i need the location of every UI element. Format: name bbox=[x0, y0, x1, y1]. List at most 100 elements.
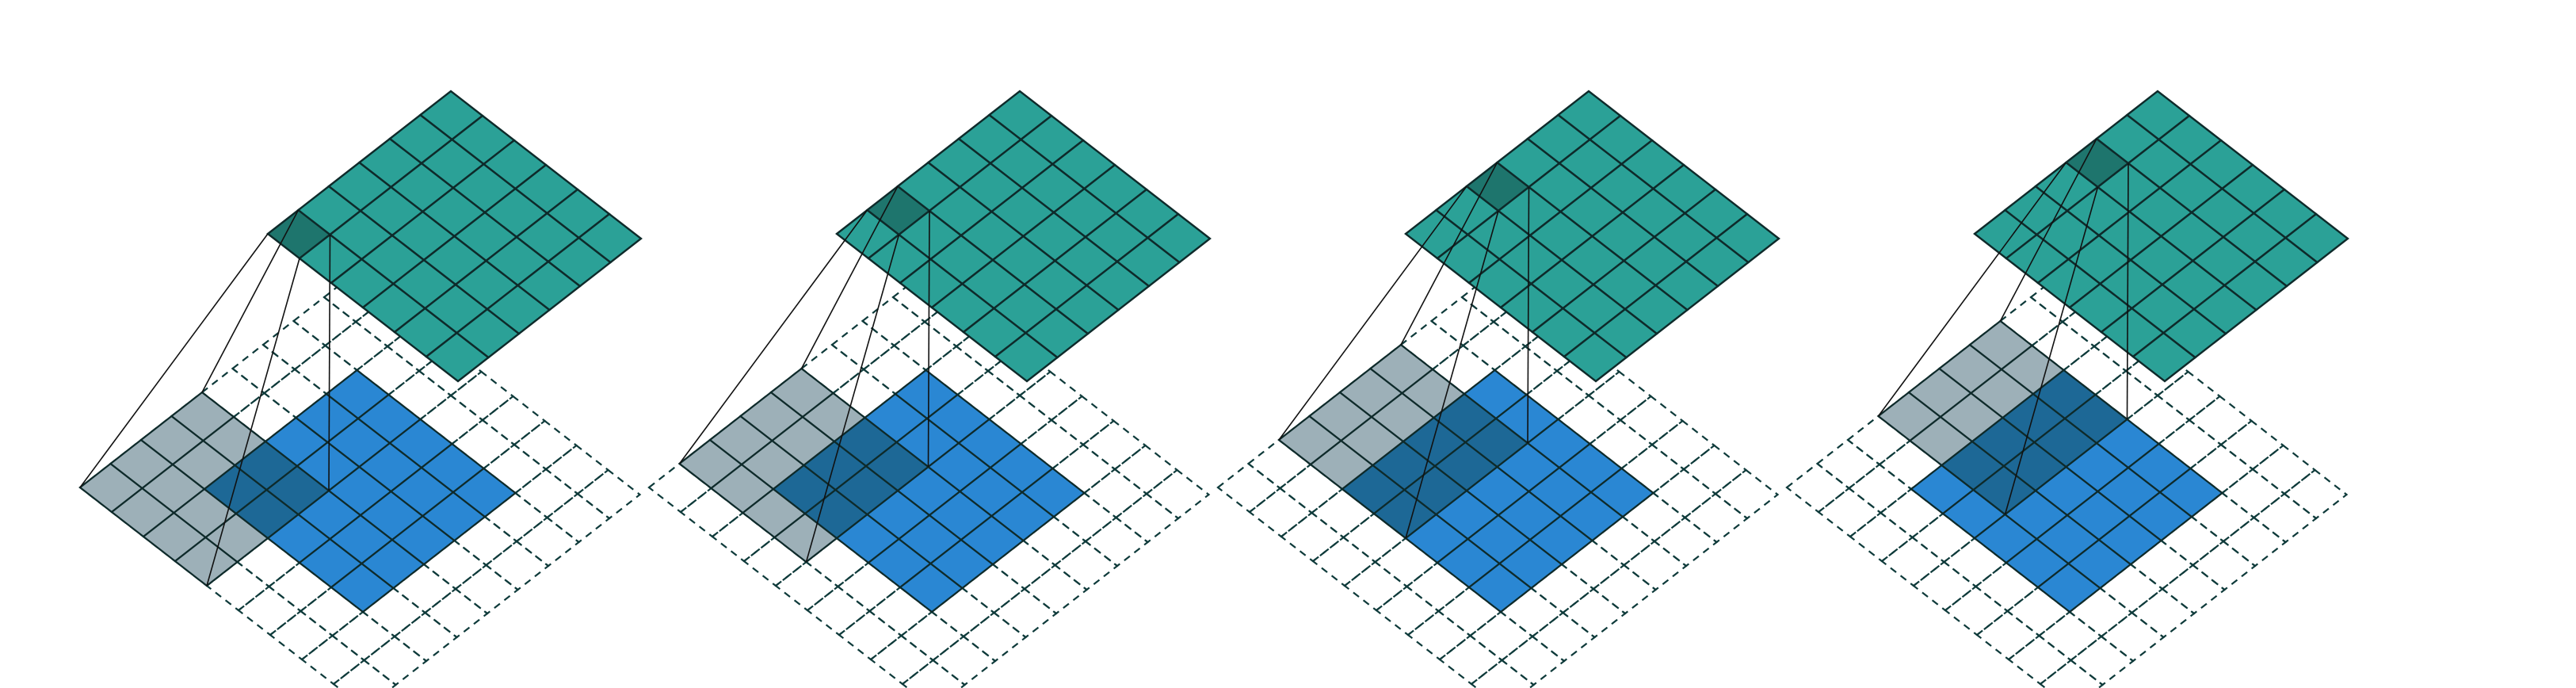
padding-cell bbox=[2007, 634, 2073, 686]
padding-cell bbox=[362, 635, 428, 686]
output-grid bbox=[1404, 90, 1780, 383]
padding-cell bbox=[1847, 463, 1913, 514]
padding-cell bbox=[393, 611, 459, 663]
projection-lines bbox=[678, 185, 930, 563]
padding-cell bbox=[774, 560, 840, 612]
padding-cell bbox=[1651, 419, 1716, 471]
padding-cell bbox=[2039, 659, 2105, 688]
padding-cell bbox=[1651, 468, 1717, 519]
input-grid bbox=[647, 272, 1211, 688]
padding-cell bbox=[300, 634, 366, 686]
padding-cell bbox=[1592, 564, 1658, 615]
output-grid bbox=[1973, 90, 2349, 383]
padding-cell bbox=[292, 296, 357, 347]
padding-cell bbox=[1406, 610, 1472, 661]
input-cell bbox=[2158, 467, 2224, 518]
padding-cell bbox=[2130, 587, 2196, 639]
projection-lines bbox=[1278, 162, 1530, 539]
padding-cell bbox=[1683, 492, 1749, 544]
projection-line bbox=[1278, 185, 1467, 441]
padding-cell bbox=[2191, 540, 2257, 591]
output-cell bbox=[577, 212, 643, 264]
output-grid bbox=[835, 90, 1212, 383]
padding-cell bbox=[1880, 536, 1946, 587]
output-grid bbox=[266, 90, 643, 383]
projection-line bbox=[800, 185, 899, 369]
padding-cell bbox=[576, 468, 642, 520]
padding-cell bbox=[1084, 516, 1150, 568]
padding-cell bbox=[962, 611, 1028, 663]
padding-cell bbox=[1653, 516, 1719, 568]
padding-cell bbox=[454, 564, 520, 615]
padding-cell bbox=[2188, 395, 2254, 446]
padding-cell bbox=[1311, 536, 1377, 587]
padding-cell bbox=[237, 585, 303, 636]
padding-cell bbox=[515, 516, 581, 568]
output-cell bbox=[2284, 212, 2349, 264]
padding-cell bbox=[330, 610, 396, 662]
padding-cell bbox=[1975, 610, 2041, 661]
output-cell bbox=[1715, 212, 1780, 264]
projection-line bbox=[1405, 210, 1499, 539]
projection-line bbox=[328, 234, 331, 491]
padding-cell bbox=[931, 635, 997, 686]
padding-cell bbox=[1682, 444, 1748, 495]
padding-cell bbox=[2100, 611, 2166, 663]
padding-cell bbox=[2283, 468, 2349, 520]
padding-cell bbox=[1815, 438, 1881, 490]
projection-line bbox=[79, 233, 269, 488]
padding-cell bbox=[1050, 395, 1116, 446]
projection-line bbox=[2004, 186, 2099, 515]
projection-line bbox=[1400, 162, 1498, 346]
padding-cell bbox=[484, 540, 550, 591]
padding-cell bbox=[1248, 487, 1314, 538]
padding-cell bbox=[1145, 468, 1211, 520]
padding-cell bbox=[1438, 634, 1504, 686]
padding-cell bbox=[1216, 462, 1282, 514]
padding-cell bbox=[269, 610, 334, 661]
padding-cell bbox=[1817, 487, 1883, 538]
padding-cell bbox=[1714, 468, 1780, 520]
padding-cell bbox=[2219, 419, 2285, 471]
padding-cell bbox=[838, 610, 903, 661]
padding-cell bbox=[545, 492, 611, 544]
padding-cell bbox=[2220, 468, 2286, 519]
padding-cell bbox=[1280, 511, 1345, 563]
padding-cell bbox=[1849, 511, 1914, 563]
projection-line bbox=[206, 258, 300, 587]
padding-cell bbox=[1113, 444, 1179, 495]
padding-cell bbox=[899, 610, 965, 662]
padding-cell bbox=[1619, 395, 1685, 446]
padding-cell bbox=[1114, 492, 1180, 544]
padding-cell bbox=[1468, 610, 1534, 662]
padding-cell bbox=[901, 659, 967, 688]
output-cell bbox=[1146, 212, 1212, 264]
padding-cell bbox=[323, 320, 389, 372]
padding-cell bbox=[1023, 564, 1089, 615]
padding-cell bbox=[423, 587, 489, 639]
projection-line bbox=[805, 234, 900, 563]
projection-lines bbox=[1877, 138, 2129, 515]
padding-cell bbox=[869, 634, 935, 686]
padding-cell bbox=[1082, 419, 1147, 471]
input-grid bbox=[78, 272, 642, 688]
panel-4 bbox=[1785, 90, 2349, 688]
panel-1 bbox=[78, 90, 643, 688]
padding-cell bbox=[2069, 635, 2135, 686]
padding-cell bbox=[2252, 492, 2318, 544]
padding-cell bbox=[1622, 540, 1688, 591]
padding-cell bbox=[1785, 462, 1851, 514]
padding-cell bbox=[806, 585, 872, 636]
projection-line bbox=[2126, 162, 2129, 420]
padding-cell bbox=[2251, 444, 2317, 495]
padding-cell bbox=[2161, 564, 2227, 615]
padding-cell bbox=[261, 319, 327, 371]
projection-line bbox=[1877, 162, 2067, 417]
input-grid bbox=[1216, 272, 1780, 688]
padding-cell bbox=[2222, 516, 2288, 568]
projection-line bbox=[1527, 186, 1530, 444]
input-grid bbox=[1785, 272, 2349, 688]
padding-cell bbox=[1375, 585, 1441, 636]
panel-2 bbox=[647, 90, 1212, 688]
